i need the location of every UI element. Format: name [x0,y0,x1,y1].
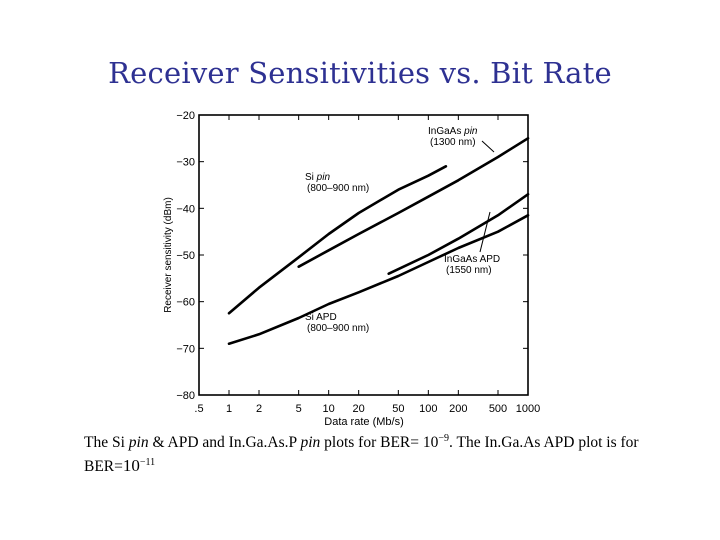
annotation-italic: pin [463,126,478,137]
y-axis-label: Receiver sensitivity (dBm) [163,197,174,313]
caption-pin-1: pin [128,434,149,452]
series-annotations: Si pin(800–900 nm)InGaAs pin(1300 nm)InG… [305,126,500,334]
x-tick-label: 50 [392,403,404,415]
caption-ber1-base: 10 [422,434,439,452]
caption-ber2-exponent: −11 [139,457,156,469]
annotation-label: Si APD [305,312,337,323]
y-tick-label: −30 [176,157,195,169]
caption-pin-2: pin [300,434,321,452]
x-tick-label: 2 [256,403,262,415]
y-tick-label: −40 [176,203,195,215]
annotation-name: Si [305,172,317,183]
annotation-wavelength: (800–900 nm) [307,183,369,194]
annotation-wavelength: (1550 nm) [446,265,492,276]
x-tick-label: 500 [489,403,507,415]
series-si-pin [227,165,448,315]
series-si-apd [227,214,530,345]
series-ingaas-apd [387,193,530,275]
x-tick-label: 5 [296,403,302,415]
annotation-italic: pin [316,172,331,183]
annotation-label: InGaAs pin [428,126,478,137]
y-tick-label: −80 [176,390,195,402]
series-lines [227,137,530,345]
x-tick-label: 200 [449,403,467,415]
tick-marks [198,114,529,396]
x-tick-labels: .5 1 2 5 10 20 50 100 200 500 1000 [194,403,540,415]
annotation-name: Si APD [305,312,337,323]
y-tick-labels: −20 −30 −40 −50 −60 −70 −80 [176,110,195,402]
x-tick-label: 100 [419,403,437,415]
annotation-leader-line [479,211,491,253]
y-tick-label: −60 [176,297,195,309]
y-tick-label: −70 [176,343,195,355]
caption-ber2-base: 10 [122,456,140,476]
annotation-leader-line [481,140,495,153]
series-ingaas-pin [297,137,530,268]
x-tick-label: .5 [194,403,203,415]
caption-text-4: . The In.Ga.As APD plot is for [449,434,639,452]
annotation-wavelength: (1300 nm) [430,137,476,148]
x-tick-label: 10 [323,403,335,415]
annotation-label: InGaAs APD [444,254,500,265]
annotation-label: Si pin [305,172,330,183]
caption-line2-prefix: BER= [84,458,123,476]
x-axis-label: Data rate (Mb/s) [324,416,403,428]
caption-text-3: plots for BER= [320,434,423,452]
x-tick-label: 1000 [516,403,540,415]
y-tick-label: −50 [176,250,195,262]
caption-text-2: & APD and In.Ga.As.P [148,434,301,452]
x-tick-label: 1 [226,403,232,415]
caption-text-1: The Si [84,434,129,452]
annotation-name: InGaAs APD [444,254,500,265]
annotation-wavelength: (800–900 nm) [307,323,369,334]
annotation-name: InGaAs [428,126,464,137]
x-tick-label: 20 [353,403,365,415]
caption-ber1-exponent: −9 [438,433,450,444]
slide-title: Receiver Sensitivities vs. Bit Rate [108,56,612,90]
caption: The Si pin & APD and In.Ga.As.P pin plot… [84,429,654,477]
y-tick-label: −20 [176,110,195,122]
